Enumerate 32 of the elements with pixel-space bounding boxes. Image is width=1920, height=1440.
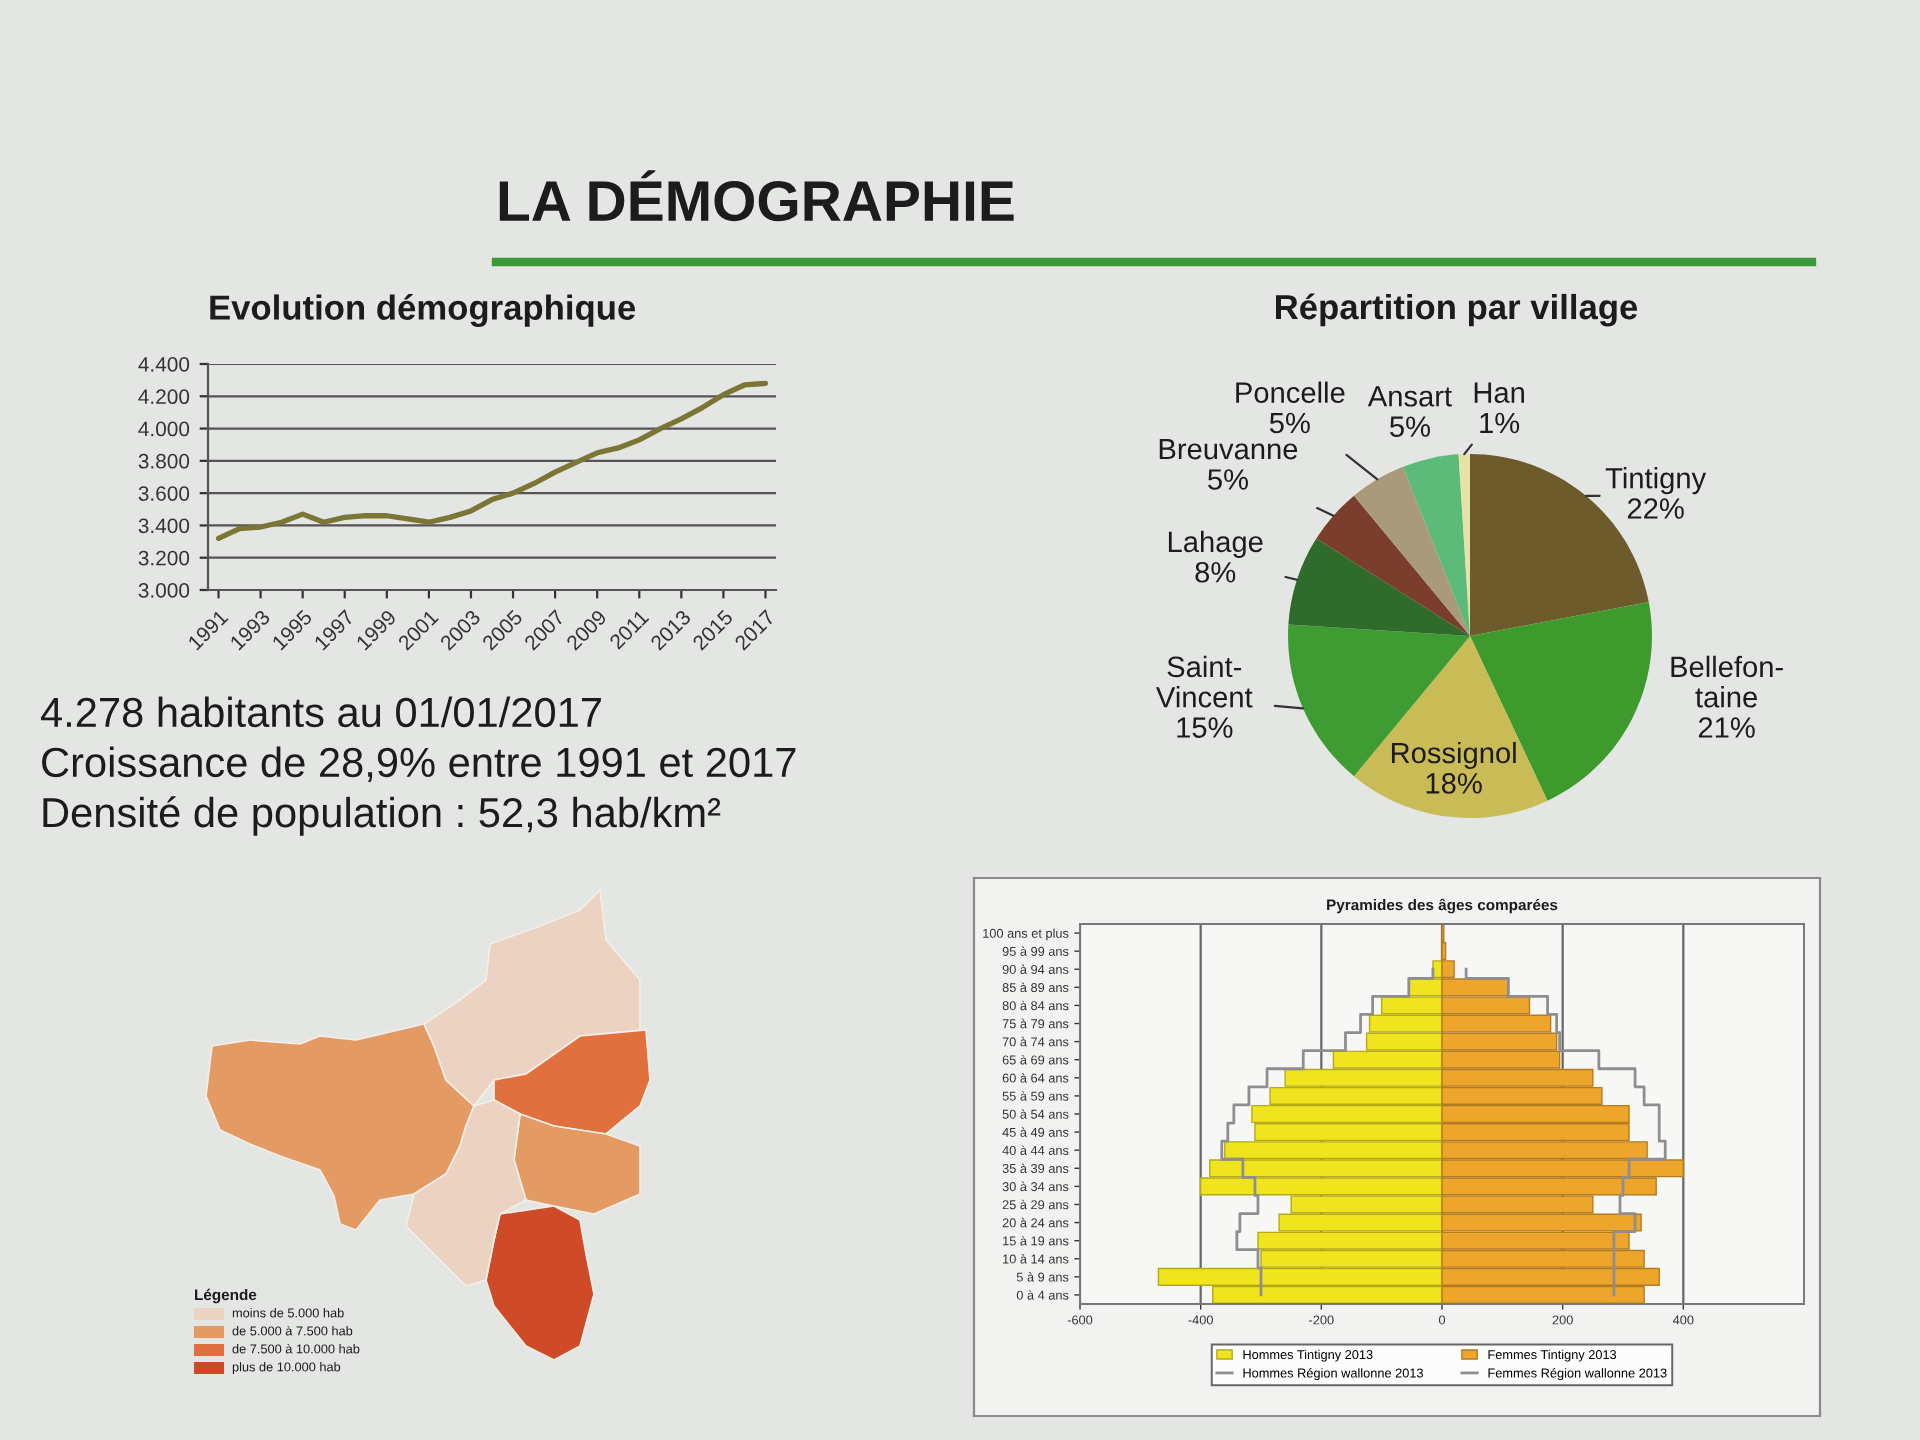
- slice-label: Saint- Vincent: [1156, 655, 1253, 708]
- slice-label: Lahage: [1168, 530, 1263, 558]
- y-tick-label: 4.400: [138, 357, 190, 372]
- y-tick-label: 3.600: [138, 486, 190, 501]
- y-tick-label: 3.200: [138, 550, 190, 566]
- slice-label: Breuvanne: [1159, 439, 1298, 460]
- y-tick-label: 4.200: [138, 389, 190, 405]
- text: Densité de population : 52,3 hab/km²: [43, 796, 721, 836]
- data-label: 22%: [1627, 498, 1684, 519]
- chart-title: Evolution démographique: [210, 294, 636, 327]
- data-label: 1%: [1480, 412, 1520, 434]
- y-tick-label: 3.800: [138, 453, 190, 469]
- data-label: 5%: [1390, 416, 1430, 437]
- y-tick-label: 3.000: [138, 583, 190, 598]
- slice-label: Ansart: [1367, 386, 1452, 407]
- data-label: 15%: [1177, 717, 1233, 738]
- slice-label: Han: [1474, 382, 1524, 403]
- data-label: 8%: [1195, 561, 1236, 583]
- y-tick-label: 4.000: [138, 421, 190, 437]
- slice-label: Poncelle: [1236, 381, 1345, 403]
- slice-label: Tintigny: [1605, 467, 1707, 495]
- data-label: 5%: [1208, 469, 1248, 490]
- data-label: 18%: [1426, 773, 1482, 794]
- text: 4.278 habitants au 01/01/2017: [40, 696, 601, 728]
- slice-label: Bellefon- taine: [1671, 655, 1783, 708]
- text: LA DÉMOGRAPHIE: [499, 170, 1014, 222]
- data-label: 5%: [1269, 412, 1310, 434]
- slice-label: Rossignol: [1391, 741, 1516, 770]
- text: Croissance de 28,9% entre 1991 et 2017: [42, 746, 796, 783]
- y-tick-label: 3.400: [138, 518, 190, 534]
- chart-title: Répartition par village: [1276, 293, 1638, 327]
- data-label: 21%: [1698, 717, 1755, 738]
